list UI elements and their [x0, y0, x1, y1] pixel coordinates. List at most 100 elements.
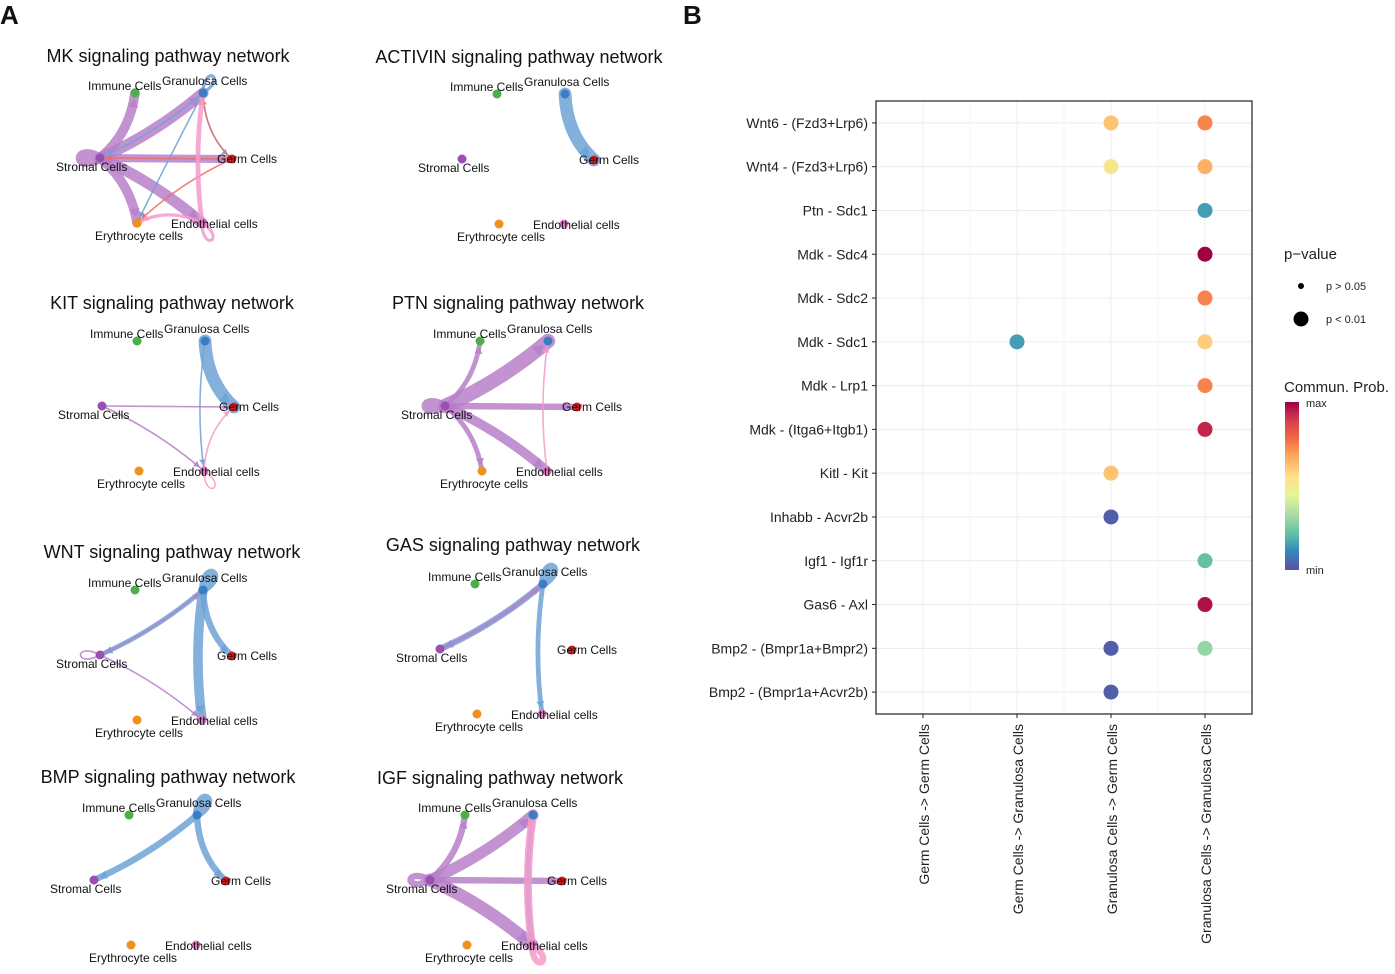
data-point [1103, 159, 1119, 175]
edge [523, 811, 537, 949]
edge [441, 402, 581, 411]
node-label-granulosa: Granulosa Cells [162, 571, 247, 585]
edge-arrow [199, 459, 206, 466]
y-tick-label: Mdk - Lrp1 [801, 378, 868, 394]
data-point [1103, 115, 1119, 131]
node-label-endothelial: Endothelial cells [511, 708, 598, 722]
node-label-immune: Immune Cells [418, 801, 491, 815]
node-label-stromal: Stromal Cells [56, 657, 127, 671]
loop-edge [203, 470, 216, 490]
edge-arrow [128, 98, 139, 108]
node-stromal [97, 401, 107, 411]
loop-edge [75, 149, 103, 167]
network-title: BMP signaling pathway network [41, 767, 297, 787]
edge-arrow [192, 593, 199, 601]
node-stromal [425, 875, 435, 885]
edge [90, 811, 201, 884]
legend-pvalue-label: p < 0.01 [1326, 314, 1366, 326]
network-2: ACTIVIN signaling pathway network Immune … [375, 47, 663, 244]
node-endothelial [537, 709, 547, 719]
edge [101, 405, 235, 408]
data-point [1103, 465, 1119, 481]
node-label-immune: Immune Cells [88, 79, 161, 93]
node-erythrocyte [494, 219, 504, 229]
edge-arrow [213, 868, 222, 877]
node-stromal [95, 153, 105, 163]
data-point [1197, 553, 1213, 569]
network-title: PTN signaling pathway network [392, 293, 645, 313]
node-endothelial [191, 940, 201, 950]
network-8: IGF signaling pathway network Immune Cell… [377, 768, 624, 966]
edge-arrow [139, 211, 146, 218]
node-germ [229, 402, 239, 412]
edge [542, 340, 549, 472]
node-erythrocyte [132, 218, 142, 228]
edge-arrow [476, 457, 484, 466]
edge-arrow [195, 705, 206, 715]
edge-arrow [105, 150, 112, 157]
node-immune [460, 810, 470, 820]
node-label-immune: Immune Cells [90, 327, 163, 341]
edge-arrow [219, 643, 228, 652]
edge-arrow [222, 403, 229, 411]
edge [99, 157, 233, 160]
edge-arrow [516, 930, 528, 942]
node-endothelial [197, 715, 207, 725]
edge [99, 654, 203, 721]
node-label-endothelial: Endothelial cells [533, 218, 620, 232]
dot-plot-area: Wnt6 - (Fzd3+Lrp6) Wnt4 - (Fzd3+Lrp6) Ptn … [709, 100, 1253, 944]
node-germ [572, 402, 582, 412]
data-point [1197, 597, 1213, 613]
node-label-erythrocyte: Erythrocyte cells [95, 726, 183, 740]
node-label-germ: Germ Cells [557, 643, 617, 657]
data-point [1197, 378, 1213, 394]
edge-arrow [197, 98, 206, 107]
node-immune [124, 810, 134, 820]
loop-edge [193, 793, 213, 819]
y-tick-label: Kitl - Kit [820, 465, 868, 481]
edge-arrow [531, 587, 539, 595]
node-label-immune: Immune Cells [428, 570, 501, 584]
edge [99, 92, 204, 159]
x-tick-label: Germ Cells -> Granulosa Cells [1010, 724, 1026, 914]
node-immune [492, 89, 502, 99]
network-title: MK signaling pathway network [46, 46, 290, 66]
edge-arrow [531, 344, 544, 356]
edge-arrow [548, 876, 557, 886]
edge-arrow [578, 145, 590, 156]
loop-edge [421, 398, 447, 414]
node-label-stromal: Stromal Cells [401, 408, 472, 422]
node-label-granulosa: Granulosa Cells [162, 74, 247, 88]
node-label-germ: Germ Cells [217, 152, 277, 166]
network-5: WNT signaling pathway network Immune Cell… [44, 542, 302, 740]
loop-edge [528, 942, 547, 966]
node-label-granulosa: Granulosa Cells [492, 796, 577, 810]
node-erythrocyte [472, 709, 482, 719]
node-endothelial [197, 218, 207, 228]
node-endothelial [542, 466, 552, 476]
edge [535, 581, 546, 717]
node-stromal [457, 154, 467, 164]
node-label-germ: Germ Cells [219, 400, 279, 414]
network-title: KIT signaling pathway network [50, 293, 295, 313]
node-label-erythrocyte: Erythrocyte cells [89, 951, 177, 965]
edge [135, 213, 204, 225]
edge-arrow [191, 709, 198, 717]
node-label-erythrocyte: Erythrocyte cells [425, 951, 513, 965]
y-tick-label: Mdk - (Itga6+Itgb1) [749, 421, 868, 437]
node-label-endothelial: Endothelial cells [171, 714, 258, 728]
node-label-immune: Immune Cells [82, 801, 155, 815]
edge-arrow [129, 208, 140, 218]
node-label-endothelial: Endothelial cells [516, 465, 603, 479]
color-bar [1285, 402, 1299, 570]
edge-arrow [142, 214, 150, 221]
panel-b-label: B [683, 0, 702, 30]
node-label-endothelial: Endothelial cells [501, 939, 588, 953]
node-erythrocyte [477, 466, 487, 476]
color-bar-min: min [1306, 565, 1324, 577]
node-label-immune: Immune Cells [450, 80, 523, 94]
node-endothelial [199, 466, 209, 476]
edge [193, 585, 208, 725]
node-label-erythrocyte: Erythrocyte cells [435, 720, 523, 734]
edge-arrow [536, 700, 545, 709]
